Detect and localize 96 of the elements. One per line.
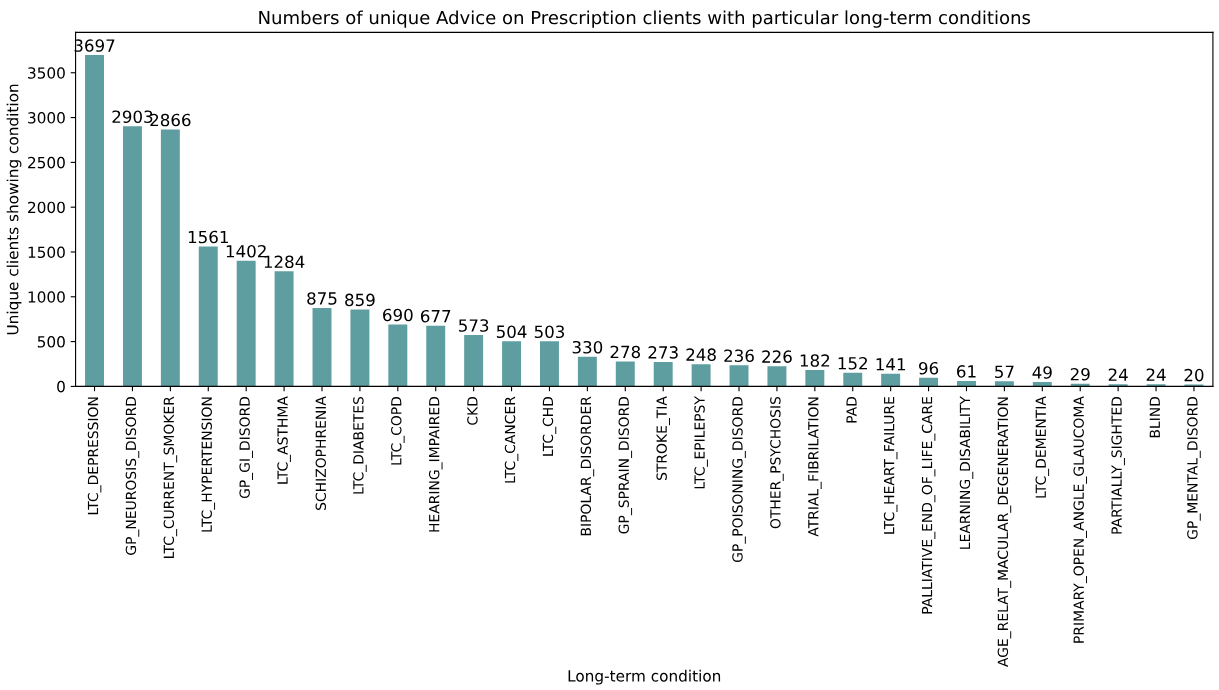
data-label: 859 [345, 293, 375, 307]
x-tick-label: LTC_CURRENT_SMOKER [163, 396, 178, 558]
x-tick-label: PRIMARY_OPEN_ANGLE_GLAUCOMA [1073, 396, 1088, 643]
bar [464, 335, 484, 387]
y-tick-label: 3500 [28, 67, 65, 79]
x-tick-label: GP_SPRAIN_DISORD [618, 396, 633, 534]
x-tick-label: CKD [467, 396, 478, 425]
y-tick-label: 0 [57, 380, 65, 393]
data-label: 236 [724, 349, 754, 363]
x-tick-label: AGE_RELAT_MACULAR_DEGENERATION [997, 397, 1012, 667]
data-label: 1561 [188, 230, 228, 244]
bar [957, 380, 976, 387]
data-label: 573 [459, 319, 489, 332]
x-tick-label: LTC_HYPERTENSION [201, 397, 216, 532]
data-label: 24 [1146, 368, 1166, 381]
bar [843, 372, 863, 387]
bar [994, 381, 1014, 387]
bar [691, 364, 711, 387]
y-tick-label: 500 [37, 336, 65, 348]
x-tick-label: STROKE_TIA [656, 396, 670, 480]
bar [615, 361, 635, 387]
data-label: 57 [995, 365, 1014, 379]
x-axis-title: Long-term condition [568, 669, 721, 685]
data-label: 330 [572, 340, 603, 354]
x-tick-label: GP_NEUROSIS_DISORD [125, 396, 140, 555]
data-label: 677 [420, 309, 451, 323]
data-label: 141 [876, 358, 906, 371]
bar [502, 341, 522, 387]
x-tick-label: BIPOLAR_DISORDER [580, 396, 595, 536]
x-tick-label: OTHER_PSYCHOSIS [770, 396, 784, 529]
data-label: 504 [496, 325, 527, 339]
data-label: 24 [1108, 368, 1128, 381]
data-label: 273 [648, 346, 678, 359]
x-tick-label: LTC_CANCER [504, 396, 519, 483]
data-label: 690 [383, 308, 413, 322]
data-label: 278 [610, 345, 641, 359]
x-tick-label: LTC_COPD [391, 396, 405, 465]
bar [274, 271, 294, 387]
x-tick-label: LTC_DEMENTIA [1035, 396, 1050, 498]
data-label: 875 [307, 292, 337, 305]
x-tick-label: HEARING_IMPAIRED [428, 396, 443, 532]
x-tick-label: PAD [846, 396, 857, 423]
x-tick-label: LTC_ASTHMA [277, 396, 291, 484]
data-label: 1284 [264, 255, 305, 269]
bar [122, 126, 142, 387]
data-label: 49 [1032, 366, 1052, 379]
y-tick-label: 3000 [28, 112, 65, 124]
x-tick-label: PARTIALLY_SIGHTED [1111, 396, 1125, 534]
bar [426, 325, 446, 387]
x-tick-label: LTC_DIABETES [353, 396, 367, 494]
data-label: 61 [957, 365, 976, 378]
bar [388, 324, 408, 387]
data-label: 20 [1184, 368, 1204, 382]
x-tick-label: LTC_HEART_FAILURE [883, 397, 898, 534]
x-tick-label: GP_MENTAL_DISORD [1187, 396, 1201, 540]
bar [577, 356, 597, 387]
y-tick-label: 2500 [28, 156, 65, 169]
bar [160, 129, 180, 387]
bar [805, 370, 825, 387]
x-tick-label: ATRIAL_FIBRILATION [808, 397, 822, 537]
x-tick-label: GP_GI_DISORD [239, 396, 253, 499]
data-label: 96 [919, 361, 939, 375]
data-label: 182 [800, 354, 830, 367]
bar [1032, 382, 1052, 387]
bar [653, 361, 673, 387]
x-tick-label: LTC_DEPRESSION [87, 397, 102, 515]
bar [767, 366, 787, 387]
data-label: 29 [1070, 367, 1090, 381]
bar [350, 309, 370, 387]
bar [312, 307, 332, 387]
bar [539, 341, 559, 387]
bar [1146, 384, 1166, 387]
bar [198, 246, 218, 387]
bar [881, 373, 901, 387]
y-tick-label: 2000 [28, 201, 65, 214]
x-tick-label: GP_POISONING_DISORD [732, 396, 746, 563]
bar [85, 55, 105, 387]
x-tick-label: PALLIATIVE_END_OF_LIFE_CARE [921, 397, 936, 614]
data-label: 152 [838, 356, 867, 370]
x-tick-label: LEARNING_DISABILITY [959, 396, 974, 549]
x-tick-label: LTC_CHD [542, 396, 557, 456]
data-label: 503 [534, 325, 565, 339]
x-tick-label: BLIND [1149, 396, 1160, 438]
x-tick-label: SCHIZOPHRENIA [315, 396, 327, 510]
data-label: 1402 [226, 244, 266, 258]
bar [919, 377, 939, 387]
y-tick-label: 1000 [28, 291, 65, 303]
bar [236, 260, 256, 387]
x-tick-label: LTC_EPILEPSY [694, 396, 708, 489]
bar [729, 365, 749, 387]
y-axis-title: Unique clients showing condition [6, 84, 22, 335]
chart-title: Numbers of unique Advice on Prescription clients with particular long-term conditions [259, 10, 1031, 28]
bar [1108, 384, 1128, 387]
y-tick-label: 1500 [28, 246, 65, 258]
data-label: 226 [762, 350, 792, 363]
data-label: 248 [686, 348, 716, 361]
